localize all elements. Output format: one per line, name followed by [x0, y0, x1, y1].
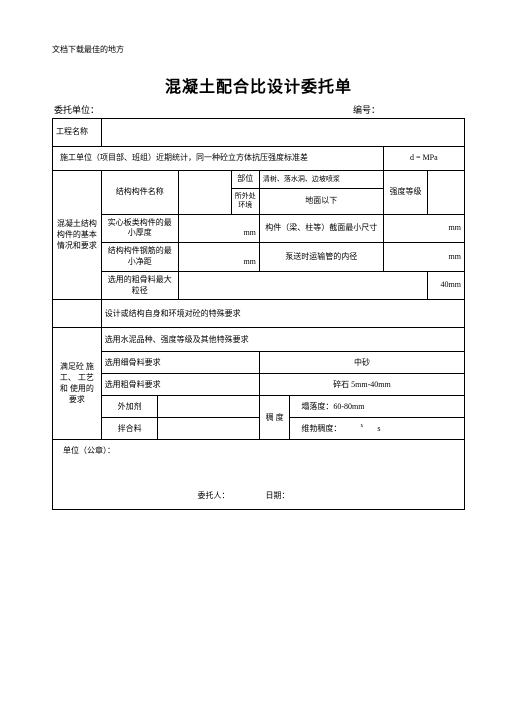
- coarse-agg-label: 选用粗骨料要求: [101, 374, 259, 396]
- section-min-value: mm: [383, 214, 464, 243]
- fine-agg-label: 选用细骨料要求: [101, 352, 259, 374]
- coarse-max-value: 40mm: [428, 271, 465, 300]
- section-b-label: 满足砼 施工、 工艺和 使用的要求: [53, 328, 102, 440]
- mix-value: [158, 418, 259, 440]
- strength-grade-label: 强度等级: [383, 171, 428, 215]
- entruster-label: 委托人：: [198, 491, 230, 500]
- rebar-gap-value: mm: [178, 243, 259, 272]
- d-mpa: d = MPa: [383, 147, 464, 171]
- consistency-label: 稠 度: [259, 396, 289, 440]
- strength-grade-value: [428, 171, 465, 215]
- date-label: 日期：: [266, 491, 290, 500]
- page-small-header: 文档下载最佳的地方: [52, 44, 465, 55]
- page-title: 混凝土配合比设计委托单: [52, 73, 465, 97]
- coarse-agg-value: 碎石 5mm-40mm: [259, 374, 464, 396]
- vebe-unit: s: [377, 424, 380, 433]
- section-a-label: 混凝土结构构件的基本情况和要求: [53, 171, 102, 300]
- solid-thick-label: 实心板类构件的最 小厚度: [101, 214, 178, 243]
- vebe-label: 维勃稠度：: [301, 424, 341, 433]
- unit-seal: 单位（公章）：: [63, 446, 115, 455]
- mix-label: 拌合料: [101, 418, 158, 440]
- project-name-value: [101, 119, 464, 147]
- part-value: 清树、落水洞、边坡喷浆: [259, 171, 383, 189]
- entrusting-unit-label: 委托单位：: [54, 103, 353, 116]
- component-name-value: [178, 171, 231, 215]
- admixture-value: [158, 396, 259, 418]
- project-name-label: 工程名称: [53, 119, 102, 147]
- section-min-label: 构件（梁、柱等）截面最小尺寸: [259, 214, 383, 243]
- env-label: 所外处环境: [231, 188, 259, 214]
- slump-label: 塌落度：: [301, 402, 333, 411]
- fine-agg-value: 中砂: [259, 352, 464, 374]
- pump-pipe-value: mm: [383, 243, 464, 272]
- slump-cell: 塌落度：60-80mm: [290, 396, 465, 418]
- coarse-max-label: 选用的粗骨料最大 粒径: [101, 271, 178, 300]
- stats-text-inner: 施工单位（项目部、班组）近期统计，同一种砼立方体抗压强度标准差: [60, 153, 308, 162]
- vebe-cell: 维勃稠度： 〝 s: [290, 418, 465, 440]
- env-value: 地面以下: [259, 188, 383, 214]
- section-a-spacer: [53, 300, 102, 328]
- footer-bottom: 委托人： 日期：: [53, 491, 464, 502]
- stats-text: 施工单位（项目部、班组）近期统计，同一种砼立方体抗压强度标准差: [53, 147, 384, 171]
- rebar-gap-label: 结构构件钢筋的最 小净距: [101, 243, 178, 272]
- number-label: 编号：: [353, 103, 463, 116]
- coarse-max-blank: [178, 271, 428, 300]
- part-label: 部位: [231, 171, 259, 189]
- vebe-quote: 〝: [355, 424, 363, 433]
- cement-req: 选用水泥品种、强度等级及其他特殊要求: [101, 328, 464, 352]
- admixture-label: 外加剂: [101, 396, 158, 418]
- form-table: 工程名称 施工单位（项目部、班组）近期统计，同一种砼立方体抗压强度标准差 d =…: [52, 118, 465, 510]
- slump-value: 60-80mm: [333, 402, 364, 411]
- footer-block: 单位（公章）： 委托人： 日期：: [53, 440, 465, 510]
- meta-row: 委托单位： 编号：: [52, 103, 465, 116]
- solid-thick-value: mm: [178, 214, 259, 243]
- special-req: 设计或结构自身和环境对砼的特殊要求: [101, 300, 464, 328]
- component-name-label: 结构构件名称: [101, 171, 178, 215]
- pump-pipe-label: 泵送时运输管的内径: [259, 243, 383, 272]
